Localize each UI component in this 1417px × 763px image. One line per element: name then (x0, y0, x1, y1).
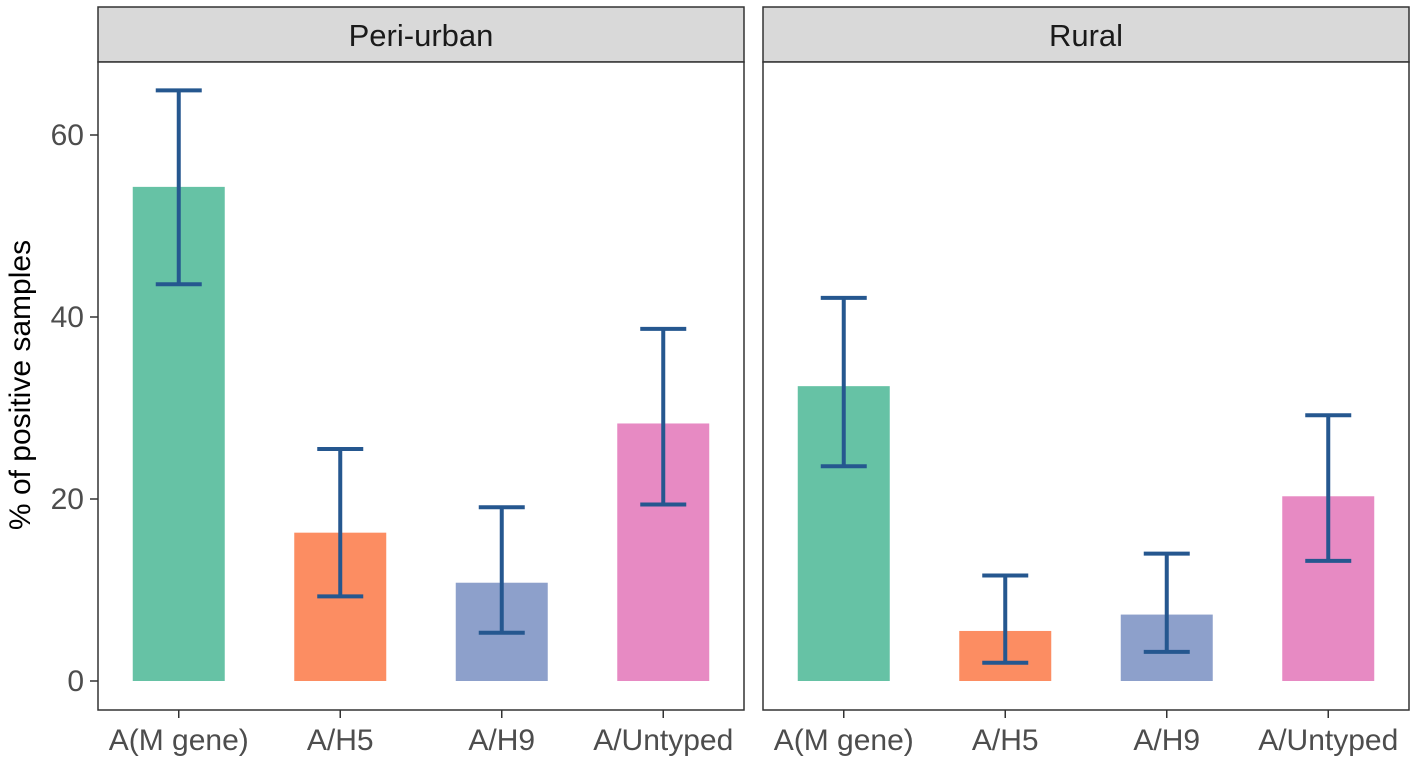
facet-title: Peri-urban (349, 18, 494, 53)
x-tick-label-3: A/H9 (468, 724, 535, 757)
error-bar-3 (478, 505, 525, 635)
facet-panel-2: Rural A(M gene) A/H5 A/H9 A/Untyped (762, 6, 1410, 757)
x-tick-label-4: A/Untyped (1258, 724, 1398, 757)
error-bar-4 (640, 326, 687, 507)
error-bar-1 (155, 88, 202, 287)
x-tick-label-1: A(M gene) (774, 724, 914, 757)
x-tick-label-2: A/H5 (307, 724, 374, 757)
error-bar-2 (317, 446, 364, 599)
facet-strip (97, 6, 745, 63)
x-tick-label-2: A/H5 (972, 724, 1039, 757)
x-tick-label-3: A/H9 (1133, 724, 1200, 757)
y-axis: 0 20 40 60 (51, 119, 98, 698)
error-bar-4 (1305, 413, 1352, 563)
y-tick-label-40: 40 (51, 301, 84, 334)
facet-title: Rural (1049, 18, 1123, 53)
error-bar-2 (982, 573, 1029, 665)
y-tick-label-20: 20 (51, 483, 84, 516)
y-tick-label-0: 0 (67, 665, 84, 698)
error-bar-1 (820, 295, 867, 469)
y-tick-label-60: 60 (51, 119, 84, 152)
x-tick-label-1: A(M gene) (109, 724, 249, 757)
x-tick-label-4: A/Untyped (593, 724, 733, 757)
facet-panel-1: Peri-urban A(M gene) A/H5 A/H9 A/Untyped (97, 6, 745, 757)
y-axis-label: % of positive samples (4, 240, 37, 530)
error-bar-3 (1143, 551, 1190, 654)
